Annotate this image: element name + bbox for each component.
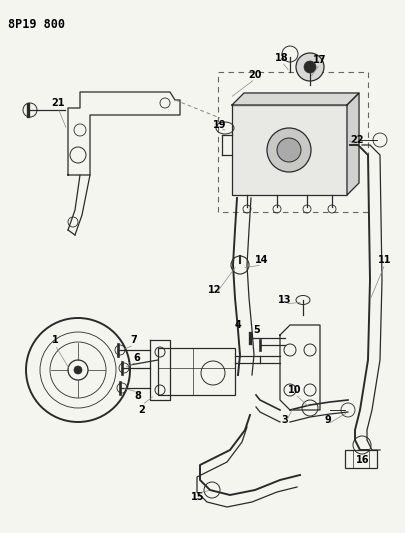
Polygon shape — [232, 93, 359, 105]
Text: 8: 8 — [134, 391, 141, 401]
Text: 17: 17 — [313, 55, 327, 65]
Text: 4: 4 — [234, 320, 241, 330]
Text: 2: 2 — [139, 405, 145, 415]
Circle shape — [267, 128, 311, 172]
Text: 8P19 800: 8P19 800 — [8, 18, 65, 31]
FancyBboxPatch shape — [232, 105, 347, 195]
Text: 9: 9 — [325, 415, 331, 425]
Text: 11: 11 — [378, 255, 392, 265]
Text: 7: 7 — [131, 335, 137, 345]
Text: 14: 14 — [255, 255, 269, 265]
Text: 19: 19 — [213, 120, 227, 130]
Circle shape — [304, 61, 316, 73]
Text: 22: 22 — [350, 135, 364, 145]
Text: 1: 1 — [51, 335, 58, 345]
Text: 5: 5 — [254, 325, 260, 335]
Text: 21: 21 — [51, 98, 65, 108]
Text: 13: 13 — [278, 295, 292, 305]
Circle shape — [277, 138, 301, 162]
Text: 20: 20 — [248, 70, 262, 80]
Text: 3: 3 — [281, 415, 288, 425]
Text: 15: 15 — [191, 492, 205, 502]
Text: 10: 10 — [288, 385, 302, 395]
Text: 16: 16 — [356, 455, 370, 465]
Circle shape — [296, 53, 324, 81]
Text: 18: 18 — [275, 53, 289, 63]
Text: 12: 12 — [208, 285, 222, 295]
Circle shape — [74, 366, 82, 374]
Text: 6: 6 — [134, 353, 141, 363]
Polygon shape — [347, 93, 359, 195]
